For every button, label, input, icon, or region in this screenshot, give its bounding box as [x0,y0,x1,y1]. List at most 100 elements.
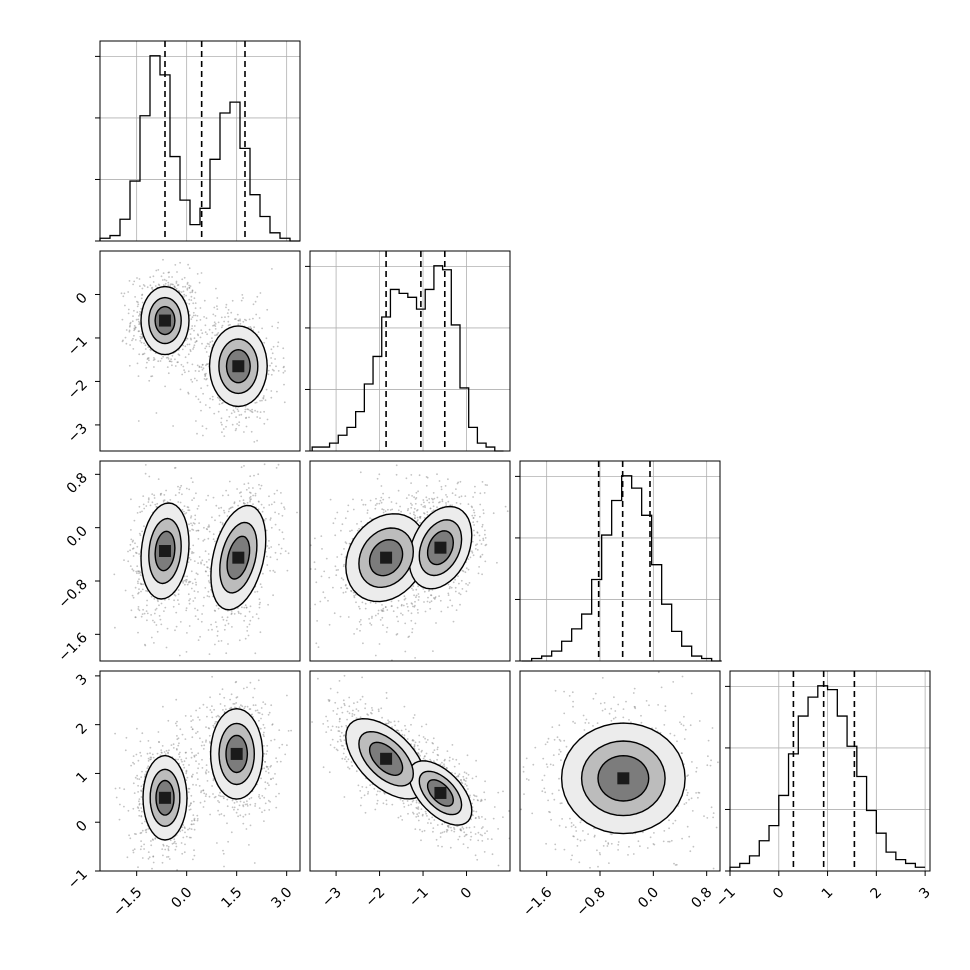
sample-point [227,320,230,323]
sample-point [150,636,153,639]
sample-point [141,613,144,615]
sample-point [154,503,157,506]
sample-point [388,496,391,499]
sample-point [248,497,251,499]
sample-point [459,480,462,483]
sample-point [242,502,245,505]
sample-point [167,848,170,850]
sample-point [258,603,261,606]
sample-point [183,505,186,507]
sample-point [396,633,399,635]
sample-point [172,743,175,746]
sample-point [132,547,135,550]
sample-point [177,353,180,356]
sample-point [208,653,211,655]
sample-point [181,373,184,376]
sample-point [214,334,217,337]
histogram-step [729,685,926,871]
sample-point [184,513,186,515]
sample-point [417,612,419,614]
sample-point [140,807,143,809]
sample-point [150,595,153,598]
sample-point [396,615,398,618]
sample-point [129,321,132,324]
sample-point [335,569,338,571]
sample-point [195,340,198,343]
sample-point [282,538,285,540]
histogram-step [521,475,722,662]
sample-point [225,425,227,428]
sample-point [199,635,202,638]
sample-point [225,652,228,655]
sample-point [183,826,186,829]
sample-point [275,467,278,469]
sample-point [151,288,154,291]
sample-point [221,616,224,619]
sample-point [223,320,226,323]
sample-point [467,568,470,571]
sample-point [469,556,472,559]
sample-point [147,857,150,860]
sample-point [254,591,256,593]
sample-point [213,412,216,415]
sample-point [198,370,200,373]
sample-point [142,608,145,611]
sample-point [185,579,187,581]
sample-point [384,606,387,608]
sample-point [315,642,318,645]
sample-point [132,807,135,810]
sample-point [473,524,475,526]
sample-point [218,514,221,517]
sample-point [403,598,406,601]
sample-point [211,516,213,519]
sample-point [259,411,262,413]
sample-point [181,852,184,855]
y-tick-label: −1.6 [55,630,90,665]
sample-point [240,495,243,498]
sample-point [204,550,207,553]
sample-point [155,624,158,626]
sample-point [140,789,143,792]
sample-point [186,579,188,581]
sample-point [135,570,138,573]
sample-point [257,617,260,620]
sample-point [136,277,138,279]
sample-point [414,517,416,520]
sample-point [186,283,189,285]
sample-point [189,285,192,287]
sample-point [228,508,231,510]
sample-point [146,619,148,622]
sample-point [144,464,147,466]
sample-point [240,299,243,302]
sample-point [274,511,276,514]
sample-point [138,532,141,535]
sample-point [252,503,254,505]
sample-point [258,317,261,319]
sample-point [188,764,190,766]
sample-point [239,612,242,615]
sample-point [144,644,147,647]
sample-point [214,325,217,327]
sample-point [185,772,188,775]
sample-point [426,513,429,516]
sample-point [145,831,148,834]
sample-point [267,369,270,372]
sample-point [342,591,345,594]
sample-point [165,646,168,649]
sample-point [204,347,207,350]
sample-point [238,500,241,502]
sample-point [447,500,450,503]
sample-point [269,517,272,520]
sample-point [361,601,364,604]
sample-point [219,521,222,524]
sample-point [244,408,247,411]
sample-point [166,627,169,630]
sample-point [269,519,272,521]
sample-point [455,609,458,611]
sample-point [141,301,144,304]
sample-point [163,499,166,501]
sample-point [182,285,184,288]
sample-point [479,556,482,559]
sample-point [283,383,285,386]
sample-point [146,767,149,769]
